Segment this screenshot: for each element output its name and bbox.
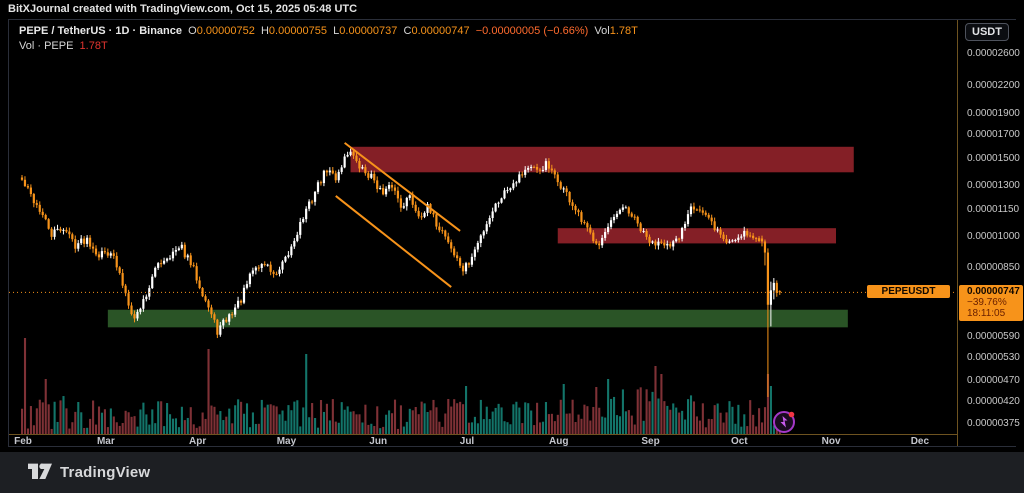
price-tick: 0.00000420	[967, 396, 1020, 408]
price-tick: 0.00001150	[967, 203, 1020, 215]
price-tick: 0.00001700	[967, 129, 1020, 141]
tradingview-logo[interactable]	[28, 463, 52, 483]
time-axis[interactable]: Feb Mar Apr May Jun Jul Aug Sep Oct Nov Dec	[9, 435, 957, 447]
symbol-price-tag: PEPEUSDT	[867, 285, 950, 298]
low-value: 0.00000737	[339, 25, 398, 37]
open-value: 0.00000752	[196, 25, 255, 37]
month-label: Dec	[910, 436, 930, 447]
price-tick: 0.00000850	[967, 261, 1020, 273]
last-price-value: 0.00000747	[967, 286, 1020, 297]
channel-drawing[interactable]	[335, 142, 461, 288]
month-label: Oct	[730, 436, 748, 447]
legend-row-main: PEPE / TetherUS · 1D · Binance O0.000007…	[19, 24, 638, 39]
last-price-label: 0.00000747 −39.76% 18:11:05	[959, 285, 1023, 321]
resistance-zone	[350, 146, 854, 173]
alert-dot	[788, 411, 795, 418]
open-label: O	[188, 25, 197, 37]
high-value: 0.00000755	[268, 25, 328, 37]
volume-series	[21, 338, 781, 434]
last-price-change-pct: −39.76%	[967, 297, 1007, 308]
zone-drawings[interactable]	[107, 146, 854, 328]
currency-toggle-button[interactable]: USDT	[965, 23, 1009, 41]
support-zone	[107, 309, 848, 328]
month-label: Jul	[459, 436, 475, 447]
volume-study-label[interactable]: Vol · PEPE	[19, 40, 74, 52]
month-label: May	[276, 436, 297, 447]
change-value: −0.00000005 (−0.66%)	[475, 25, 589, 37]
price-tick: 0.00001300	[967, 180, 1020, 192]
price-tick: 0.00001000	[967, 230, 1020, 242]
legend-row-volume: Vol · PEPE 1.78T	[19, 39, 638, 54]
volume-value: 1.78T	[609, 25, 638, 37]
bar-close-countdown: 18:11:05	[967, 308, 1006, 319]
candlestick-series	[20, 148, 781, 397]
month-label: Aug	[549, 436, 569, 447]
high-label: H	[260, 25, 269, 37]
price-tick: 0.00000590	[967, 331, 1020, 343]
brand-name[interactable]: TradingView	[60, 464, 151, 481]
month-label: Nov	[821, 436, 841, 447]
attribution-bar: BitXJournal created with TradingView.com…	[8, 2, 357, 17]
chart-frame: PEPE / TetherUS · 1D · Binance O0.000007…	[8, 19, 1023, 447]
price-tick: 0.00002600	[967, 48, 1020, 59]
month-label: Feb	[14, 436, 32, 447]
price-tick: 0.00000375	[967, 418, 1020, 430]
price-tick: 0.00002200	[967, 79, 1020, 91]
price-tick: 0.00001500	[967, 153, 1020, 165]
price-chart-canvas[interactable]	[9, 20, 1015, 446]
event-lightning-icon[interactable]	[773, 411, 795, 433]
volume-label: Vol	[594, 25, 610, 37]
chart-legend: PEPE / TetherUS · 1D · Binance O0.000007…	[19, 24, 638, 54]
month-label: Sep	[641, 436, 660, 447]
close-value: 0.00000747	[411, 25, 470, 37]
price-tick: 0.00000470	[967, 374, 1020, 386]
footer-bar: TradingView	[0, 452, 1024, 493]
symbol-title[interactable]: PEPE / TetherUS · 1D · Binance	[19, 25, 183, 37]
low-label: L	[333, 25, 340, 37]
resistance-zone	[557, 228, 836, 244]
month-label: Apr	[189, 436, 207, 447]
volume-study-value: 1.78T	[79, 40, 108, 52]
price-axis[interactable]: USDT 0.00002600 0.00002200 0.00001900 0.000…	[957, 20, 1023, 446]
price-tick: 0.00001900	[967, 107, 1020, 119]
attribution-text: BitXJournal created with TradingView.com…	[8, 3, 358, 15]
close-label: C	[403, 25, 412, 37]
price-tick: 0.00000530	[967, 351, 1020, 363]
month-label: Mar	[96, 436, 115, 447]
month-label: Jun	[369, 436, 388, 447]
